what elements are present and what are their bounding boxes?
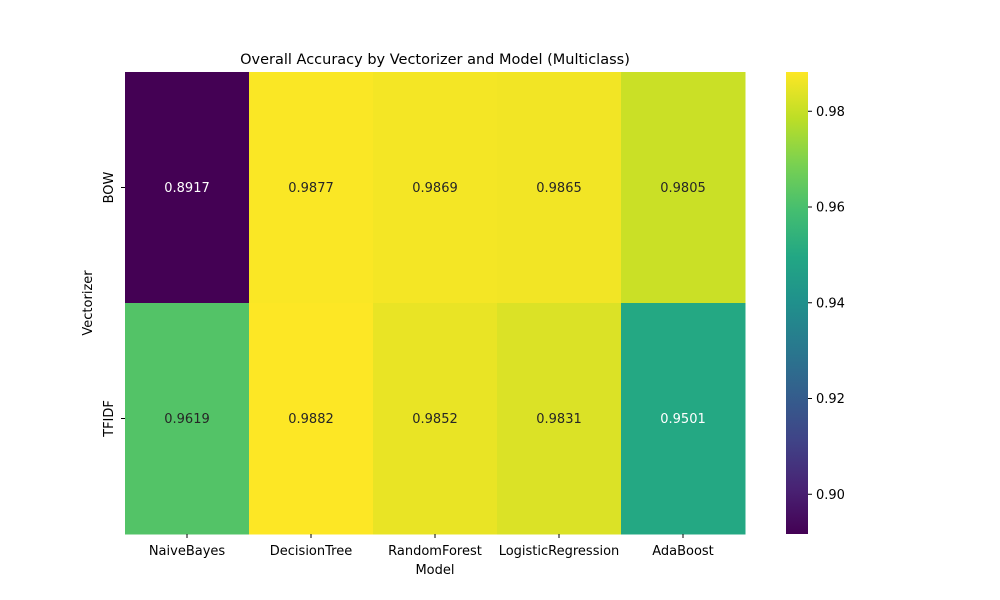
heatmap-cell bbox=[621, 72, 746, 304]
colorbar bbox=[786, 72, 808, 534]
cell-value-label: 0.9869 bbox=[412, 181, 458, 196]
x-tick-label: LogisticRegression bbox=[499, 544, 620, 559]
cell-value-label: 0.9865 bbox=[536, 181, 582, 196]
chart-title: Overall Accuracy by Vectorizer and Model… bbox=[240, 52, 630, 68]
cell-value-label: 0.8917 bbox=[164, 181, 210, 196]
x-tick-label: RandomForest bbox=[388, 544, 482, 559]
heatmap-cell bbox=[373, 72, 498, 304]
colorbar-tick-label: 0.90 bbox=[816, 488, 845, 503]
x-axis: NaiveBayes DecisionTree RandomForest Logist… bbox=[149, 534, 714, 559]
y-axis: BOW TFIDF bbox=[102, 171, 125, 438]
cell-value-label: 0.9882 bbox=[288, 412, 334, 427]
cell-value-label: 0.9877 bbox=[288, 181, 334, 196]
heatmap-cell bbox=[125, 303, 250, 535]
colorbar-tick-label: 0.96 bbox=[816, 201, 845, 216]
cell-value-label: 0.9831 bbox=[536, 412, 582, 427]
cell-value-label: 0.9501 bbox=[660, 412, 706, 427]
colorbar-tick-label: 0.98 bbox=[816, 105, 845, 120]
x-axis-label: Model bbox=[415, 563, 454, 578]
colorbar-tick-label: 0.92 bbox=[816, 392, 845, 407]
heatmap-cell bbox=[249, 72, 374, 304]
x-tick-label: NaiveBayes bbox=[149, 544, 226, 559]
cell-value-label: 0.9619 bbox=[164, 412, 210, 427]
x-tick-label: AdaBoost bbox=[652, 544, 714, 559]
heatmap-cell bbox=[621, 303, 746, 535]
colorbar-tick-label: 0.94 bbox=[816, 296, 845, 311]
y-tick-label: BOW bbox=[102, 171, 117, 203]
heatmap-cell bbox=[373, 303, 498, 535]
heatmap-cell bbox=[497, 72, 622, 304]
colorbar-axis: 0.90 0.92 0.94 0.96 0.98 bbox=[808, 105, 845, 503]
heatmap-cell bbox=[125, 72, 250, 304]
x-tick-label: DecisionTree bbox=[270, 544, 352, 559]
y-axis-label: Vectorizer bbox=[81, 270, 96, 336]
heatmap-cell bbox=[497, 303, 622, 535]
cell-value-label: 0.9852 bbox=[412, 412, 458, 427]
heatmap-cells: 0.8917 0.9877 0.9869 0.9865 0.9805 0.9619 0.98… bbox=[125, 72, 746, 535]
y-tick-label: TFIDF bbox=[102, 400, 117, 438]
cell-value-label: 0.9805 bbox=[660, 181, 706, 196]
heatmap-cell bbox=[249, 303, 374, 535]
